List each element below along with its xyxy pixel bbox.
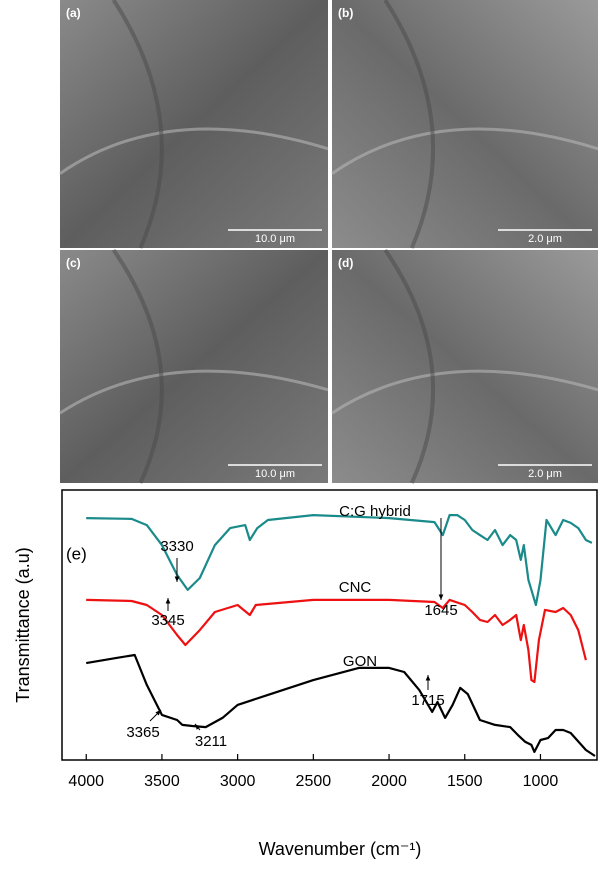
arrow-head — [425, 675, 431, 681]
x-axis-label: Wavenumber (cm⁻¹) — [259, 839, 422, 859]
peak-label: 3211 — [195, 733, 227, 750]
arrow-head — [195, 724, 201, 730]
arrow-head — [438, 594, 444, 600]
peak-label: 3330 — [160, 538, 193, 555]
sem-image — [60, 0, 328, 248]
sem-texture — [383, 0, 436, 249]
scale-label: 2.0 μm — [528, 233, 562, 245]
peak-label: 3365 — [126, 724, 159, 741]
sem-texture — [111, 0, 164, 249]
arrow-head — [174, 576, 180, 582]
panel-label: (a) — [66, 6, 81, 20]
x-tick-label: 3000 — [220, 773, 256, 790]
panel-label: (b) — [338, 6, 353, 20]
x-tick-label: 2500 — [296, 773, 332, 790]
y-axis-label: Transmittance (a.u) — [13, 547, 33, 702]
sem-texture — [59, 127, 329, 175]
series-label: GON — [343, 653, 377, 670]
panel-label: (e) — [66, 544, 87, 563]
scale-label: 10.0 μm — [255, 468, 295, 480]
sem-texture — [111, 248, 164, 484]
x-tick-label: 1000 — [523, 773, 559, 790]
peak-label: 1645 — [424, 602, 457, 619]
arrow-head — [155, 710, 161, 716]
panel-label: (d) — [338, 256, 353, 270]
spectrum-line — [86, 514, 593, 607]
spectrum-line — [86, 598, 587, 684]
spectrum-line — [86, 653, 596, 757]
peak-label: 1715 — [411, 692, 444, 709]
sem-texture — [59, 369, 329, 415]
sem-texture — [383, 248, 436, 484]
arrow-head — [165, 598, 171, 604]
plot-frame — [61, 489, 598, 761]
x-tick-label: 3500 — [144, 773, 180, 790]
peak-label: 3345 — [151, 612, 184, 629]
sem-image — [332, 250, 598, 483]
sem-image — [332, 0, 598, 248]
panel-label: (c) — [66, 256, 81, 270]
x-tick-label: 4000 — [68, 773, 104, 790]
sem-image — [60, 250, 328, 483]
x-tick-label: 1500 — [447, 773, 483, 790]
sem-texture — [331, 127, 598, 175]
series-label: C:G hybrid — [339, 503, 411, 520]
scale-label: 10.0 μm — [255, 233, 295, 245]
series-label: CNC — [339, 579, 372, 596]
x-tick-label: 2000 — [371, 773, 407, 790]
sem-texture — [331, 369, 598, 415]
scale-label: 2.0 μm — [528, 468, 562, 480]
